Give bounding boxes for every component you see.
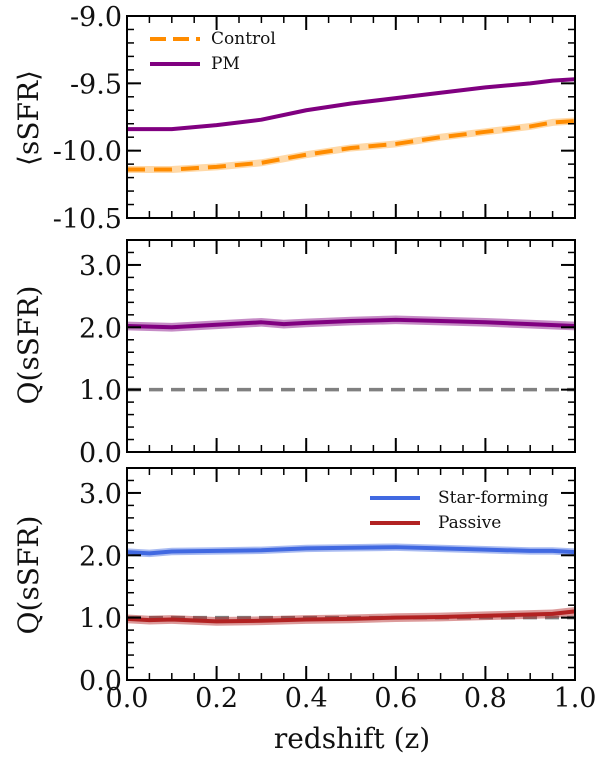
y-tick-label: 2.0 [79,541,122,572]
panel-1-series-pm-line [127,77,576,132]
x-tick-label: 0.8 [464,683,507,714]
panel-3-series-passive-line [126,609,576,624]
x-tick-label: 0.4 [285,683,328,714]
panel-2-ylabel: Q(sSFR) [12,286,45,405]
panel-1: -9.0 -9.5 -10.0 -10.5 Control PM [53,2,576,235]
panel-1-frame [126,15,576,219]
x-tick-label: 0.6 [374,683,417,714]
y-tick-label: 0.0 [79,666,122,697]
legend-label-star-forming: Star-forming [438,488,549,508]
legend-label-control: Control [211,29,276,49]
y-tick-label: -9.0 [70,2,122,33]
legend-label-passive: Passive [438,513,501,533]
y-tick-label: 1.0 [79,604,122,635]
y-tick-label: -9.5 [70,69,122,100]
y-tick-label: 0.0 [79,438,122,469]
panel-2-series-line-band [127,315,575,332]
x-tick-label: 0.2 [195,683,238,714]
panel-3-ylabel: Q(sSFR) [12,516,45,635]
panel-2: 0.0 1.0 2.0 3.0 [79,239,576,469]
x-axis-label: redshift (z) [274,722,430,755]
y-tick-label: 3.0 [79,479,122,510]
x-tick-label: 0.0 [106,683,149,714]
legend-label-pm: PM [211,54,240,74]
panel-3-series-star-forming-band [127,543,575,558]
panel-3: 0.0 1.0 2.0 3.0 0.0 0.2 0.4 0.6 0.8 1.0 Star-formi… [79,467,597,714]
panel-3-series-star-forming-line [126,545,576,556]
y-tick-label: 3.0 [79,251,122,282]
panel-1-series-control-line [127,119,576,172]
panel-2-frame [126,239,576,453]
panel-2-series-line-line [126,317,576,330]
y-tick-label: -10.5 [53,204,122,235]
y-tick-label: 2.0 [79,313,122,344]
y-tick-label: -10.0 [53,137,122,168]
panel-1-ylabel: ⟨sSFR⟩ [12,70,45,166]
x-tick-label: 1.0 [554,683,597,714]
y-tick-label: 1.0 [79,376,122,407]
